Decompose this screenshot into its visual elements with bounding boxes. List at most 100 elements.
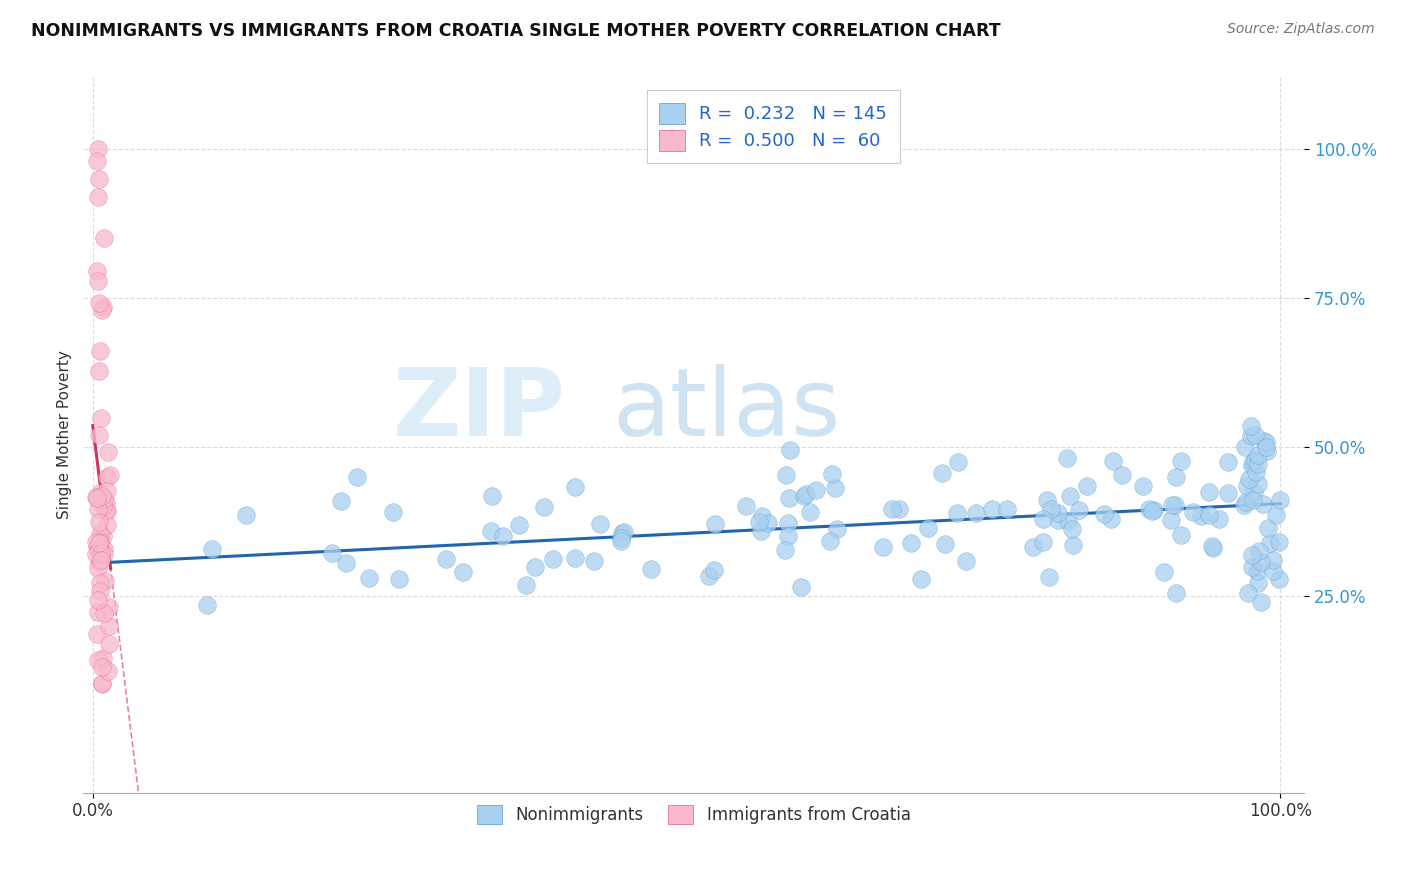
Point <box>1234 440 1257 454</box>
Point <box>321 545 343 559</box>
Point <box>1137 502 1160 516</box>
Point <box>86 593 108 607</box>
Point <box>1256 443 1278 458</box>
Point <box>1038 570 1060 584</box>
Point <box>589 516 612 531</box>
Point <box>775 467 797 482</box>
Point <box>981 501 1004 516</box>
Point <box>1046 513 1069 527</box>
Point <box>329 493 352 508</box>
Point <box>97 600 120 615</box>
Point <box>1244 427 1267 442</box>
Point <box>799 505 821 519</box>
Point <box>1067 503 1090 517</box>
Point <box>564 551 586 566</box>
Point <box>1241 559 1264 574</box>
Point <box>98 637 121 651</box>
Point <box>1268 535 1291 549</box>
Point <box>610 531 633 545</box>
Point <box>1246 564 1268 578</box>
Point <box>87 171 110 186</box>
Point <box>93 547 115 561</box>
Point <box>86 189 108 203</box>
Point <box>1247 576 1270 591</box>
Point <box>1236 479 1258 493</box>
Point <box>89 364 111 378</box>
Point <box>946 455 969 469</box>
Point <box>704 516 727 531</box>
Text: Source: ZipAtlas.com: Source: ZipAtlas.com <box>1227 22 1375 37</box>
Point <box>1201 539 1223 553</box>
Point <box>946 506 969 520</box>
Point <box>564 480 586 494</box>
Point <box>1202 541 1225 555</box>
Point <box>1189 508 1212 523</box>
Point <box>87 653 110 667</box>
Point <box>1239 429 1261 443</box>
Point <box>1170 527 1192 541</box>
Point <box>87 502 110 516</box>
Point <box>1143 502 1166 516</box>
Point <box>900 535 922 549</box>
Point <box>1240 419 1263 434</box>
Point <box>612 526 634 541</box>
Point <box>86 491 108 506</box>
Point <box>87 296 110 310</box>
Point <box>94 574 117 589</box>
Point <box>1237 586 1260 600</box>
Point <box>86 539 108 553</box>
Point <box>96 503 118 517</box>
Point <box>89 486 111 500</box>
Point <box>1166 586 1188 600</box>
Point <box>887 502 910 516</box>
Point <box>91 651 114 665</box>
Point <box>1250 555 1272 569</box>
Point <box>91 528 114 542</box>
Point <box>93 607 115 621</box>
Point <box>1035 492 1057 507</box>
Point <box>778 491 800 506</box>
Point <box>1059 489 1081 503</box>
Point <box>1256 440 1278 454</box>
Point <box>1270 493 1292 508</box>
Point <box>1257 521 1279 535</box>
Point <box>1263 553 1285 567</box>
Point <box>773 543 796 558</box>
Point <box>1260 536 1282 550</box>
Point <box>776 528 799 542</box>
Y-axis label: Single Mother Poverty: Single Mother Poverty <box>58 351 72 519</box>
Point <box>1244 465 1267 479</box>
Point <box>1240 548 1263 562</box>
Point <box>97 664 120 678</box>
Point <box>195 599 218 613</box>
Point <box>481 489 503 503</box>
Point <box>1140 504 1163 518</box>
Point <box>1250 594 1272 608</box>
Point <box>1181 505 1204 519</box>
Point <box>1243 485 1265 500</box>
Point <box>84 548 107 562</box>
Point <box>96 484 118 499</box>
Point <box>1062 538 1084 552</box>
Point <box>748 515 770 529</box>
Point <box>1170 454 1192 468</box>
Point <box>1057 514 1080 528</box>
Point <box>1233 498 1256 512</box>
Point <box>89 555 111 569</box>
Point <box>1111 467 1133 482</box>
Point <box>882 502 904 516</box>
Point <box>931 466 953 480</box>
Point <box>955 554 977 568</box>
Point <box>1102 454 1125 468</box>
Text: atlas: atlas <box>612 364 841 456</box>
Point <box>479 524 502 538</box>
Point <box>235 508 257 523</box>
Point <box>98 467 121 482</box>
Point <box>613 524 636 539</box>
Point <box>776 516 799 531</box>
Point <box>609 534 631 549</box>
Point <box>93 542 115 557</box>
Point <box>779 442 801 457</box>
Point <box>1153 565 1175 579</box>
Point <box>756 516 779 531</box>
